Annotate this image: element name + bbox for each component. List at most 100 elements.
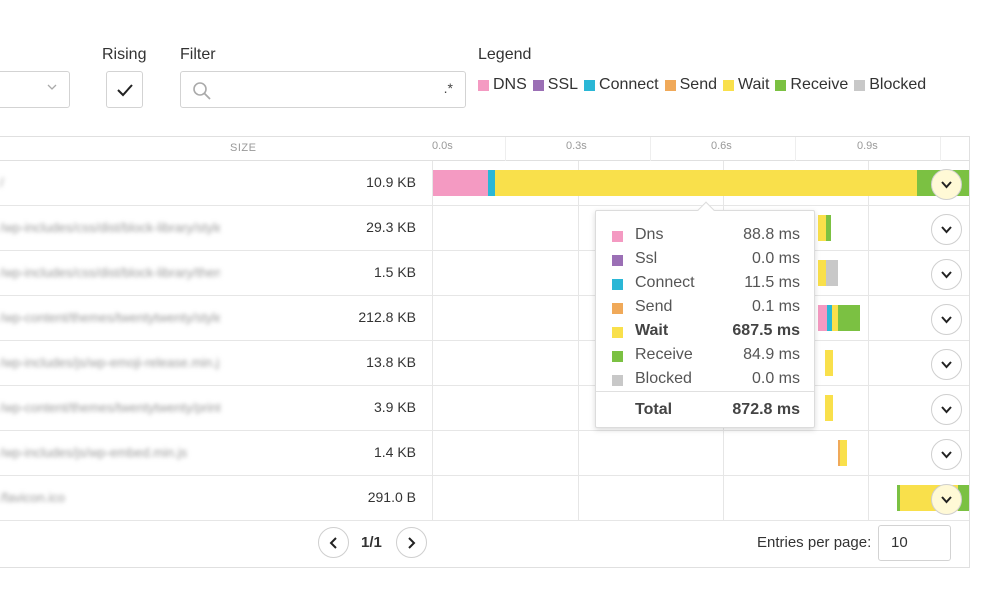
table-row[interactable]: /wp-includes/js/wp-embed.min.js 1.4 KB	[0, 431, 969, 476]
table-header: SIZE 0.0s 0.3s 0.6s 0.9s	[0, 137, 969, 161]
tooltip-row-ssl: Ssl 0.0 ms	[612, 250, 800, 270]
dns-swatch	[478, 79, 489, 91]
receive-swatch	[612, 351, 623, 362]
table-row[interactable]: / 10.9 KB	[0, 161, 969, 206]
tooltip-row-dns: Dns 88.8 ms	[612, 226, 800, 246]
expand-row-button[interactable]	[931, 484, 962, 515]
dns-swatch	[612, 231, 623, 242]
legend-item-dns: DNS	[478, 76, 527, 94]
legend-label-ssl: SSL	[547, 76, 579, 93]
ssl-swatch	[612, 255, 623, 266]
filter-input[interactable]	[217, 77, 417, 103]
page-indicator: 1/1	[361, 534, 382, 551]
row-size: 212.8 KB	[358, 309, 416, 325]
timing-bar-receive	[838, 305, 860, 331]
tooltip-value: 0.0 ms	[751, 250, 800, 267]
chevron-down-icon	[941, 181, 952, 189]
tooltip-value: 0.1 ms	[751, 298, 800, 315]
chevron-down-icon	[941, 226, 952, 234]
timing-bar-receive	[958, 485, 969, 511]
timing-bar-send	[838, 440, 840, 466]
timing-bar-connect	[827, 305, 832, 331]
tooltip-name: Blocked	[635, 370, 692, 387]
row-url: /favicon.ico	[0, 490, 66, 505]
expand-row-button[interactable]	[931, 394, 962, 425]
tooltip-separator	[596, 391, 814, 392]
size-column-header[interactable]: SIZE	[230, 142, 257, 154]
tooltip-name: Send	[635, 298, 673, 315]
expand-row-button[interactable]	[931, 349, 962, 380]
chevron-down-icon	[941, 406, 952, 414]
table-row[interactable]: /wp-includes/js/wp-emoji-release.min.js …	[0, 341, 969, 386]
row-url: /wp-includes/css/dist/block-library/them…	[0, 265, 220, 280]
tooltip-row-wait: Wait 687.5 ms	[612, 322, 800, 342]
legend-item-ssl: SSL	[532, 76, 579, 94]
tick-label: 0.0s	[432, 140, 453, 152]
timing-bar-connect	[488, 170, 495, 196]
grid-line	[505, 137, 506, 161]
legend-label-send: Send	[679, 76, 717, 93]
tooltip-row-receive: Receive 84.9 ms	[612, 346, 800, 366]
filter-field[interactable]: .*	[180, 71, 466, 108]
expand-row-button[interactable]	[931, 304, 962, 335]
row-url: /wp-includes/js/wp-emoji-release.min.js	[0, 355, 220, 370]
row-size: 3.9 KB	[373, 399, 416, 415]
legend: DNS SSL Connect Send Wait Receive Blocke…	[478, 76, 926, 94]
chevron-down-icon	[941, 271, 952, 279]
row-size: 1.4 KB	[373, 444, 416, 460]
table-row[interactable]: /wp-includes/css/dist/block-library/them…	[0, 251, 969, 296]
tooltip-value: 11.5 ms	[744, 274, 800, 291]
expand-row-button[interactable]	[931, 169, 962, 200]
row-url: /wp-includes/css/dist/block-library/styl…	[0, 220, 220, 235]
tick-label: 0.9s	[857, 140, 878, 152]
chevron-down-icon	[941, 496, 952, 504]
entries-per-page-input[interactable]: 10	[878, 525, 951, 561]
legend-label-wait: Wait	[738, 76, 770, 93]
tooltip-total-label: Total	[635, 401, 673, 418]
table-row[interactable]: /wp-content/themes/twentytwenty/style.cs…	[0, 296, 969, 341]
tooltip-total-value: 872.8 ms	[732, 401, 800, 418]
blocked-swatch	[612, 375, 623, 386]
chevron-down-icon	[941, 451, 952, 459]
wait-swatch	[723, 79, 734, 91]
row-size: 13.8 KB	[366, 354, 416, 370]
expand-row-button[interactable]	[931, 214, 962, 245]
blocked-swatch	[854, 79, 866, 91]
timing-bar-wait	[825, 350, 833, 376]
expand-row-button[interactable]	[931, 259, 962, 290]
regex-toggle[interactable]: .*	[443, 80, 453, 96]
prev-page-button[interactable]	[318, 527, 349, 558]
send-swatch	[612, 303, 623, 314]
legend-item-blocked: Blocked	[854, 76, 926, 94]
next-page-button[interactable]	[396, 527, 427, 558]
tooltip-name: Receive	[635, 346, 693, 363]
table-row[interactable]: /wp-content/themes/twentytwenty/print.cs…	[0, 386, 969, 431]
legend-label: Legend	[478, 46, 532, 63]
rising-label: Rising	[102, 46, 147, 63]
grid-line	[650, 137, 651, 161]
legend-item-wait: Wait	[723, 76, 769, 94]
timing-bar-wait	[840, 440, 847, 466]
timing-bar-receive	[826, 215, 831, 241]
check-icon	[117, 84, 133, 97]
rising-checkbox[interactable]	[106, 71, 143, 108]
timing-bar-dns	[818, 305, 827, 331]
row-url: /wp-content/themes/twentytwenty/print.cs…	[0, 400, 220, 415]
connect-swatch	[584, 79, 596, 91]
table-row[interactable]: /wp-includes/css/dist/block-library/styl…	[0, 206, 969, 251]
table-row[interactable]: /favicon.ico 291.0 B	[0, 476, 969, 521]
tooltip-row-blocked: Blocked 0.0 ms	[612, 370, 800, 390]
timing-tooltip: Dns 88.8 ms Ssl 0.0 ms Connect 11.5 ms Send…	[595, 201, 815, 428]
timing-bar-blocked	[826, 260, 838, 286]
entries-per-page-label: Entries per page:	[757, 534, 872, 551]
tick-label: 0.6s	[711, 140, 732, 152]
expand-row-button[interactable]	[931, 439, 962, 470]
receive-swatch	[775, 79, 787, 91]
row-size: 10.9 KB	[366, 174, 416, 190]
sort-select[interactable]	[0, 71, 70, 108]
tooltip-value: 0.0 ms	[751, 370, 800, 387]
tooltip-name: Wait	[635, 322, 669, 339]
legend-label-blocked: Blocked	[869, 76, 927, 93]
tooltip-row-send: Send 0.1 ms	[612, 298, 800, 318]
chevron-down-icon	[941, 316, 952, 324]
